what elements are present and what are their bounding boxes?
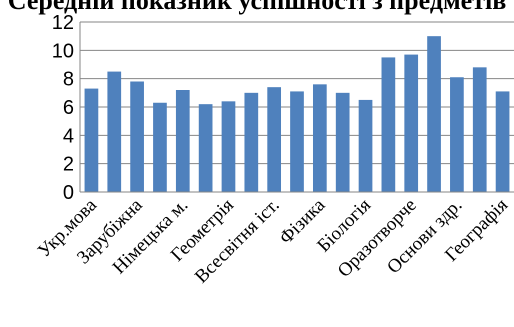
bar: [153, 102, 167, 192]
bar: [427, 36, 441, 192]
y-tick-label: 8: [63, 69, 74, 91]
bar: [107, 71, 122, 192]
bar: [495, 91, 510, 192]
bar: [267, 87, 282, 192]
bar: [472, 67, 487, 192]
bar: [358, 99, 373, 192]
bars: [84, 36, 510, 193]
bar: [450, 77, 464, 192]
chart-title: Середній показник успішності з предметів: [7, 0, 507, 15]
y-tick-label: 0: [63, 182, 74, 204]
y-tick-labels: 0 2 4 6 8 10 12: [52, 12, 74, 204]
y-tick-label: 6: [63, 97, 74, 119]
bar: [198, 104, 213, 192]
bar: [312, 84, 327, 192]
bar: [84, 88, 99, 192]
bar: [130, 81, 144, 192]
y-tick-label: 2: [63, 154, 74, 176]
axes: [79, 22, 514, 193]
bar: [175, 90, 190, 192]
bar: [221, 101, 236, 192]
bar: [404, 54, 419, 193]
bar: [335, 92, 350, 192]
y-tick-label: 12: [52, 12, 74, 34]
y-tick-label: 10: [52, 40, 74, 62]
bar: [290, 91, 304, 192]
bar: [381, 57, 396, 192]
bar: [244, 92, 259, 192]
y-tick-label: 4: [63, 125, 74, 147]
